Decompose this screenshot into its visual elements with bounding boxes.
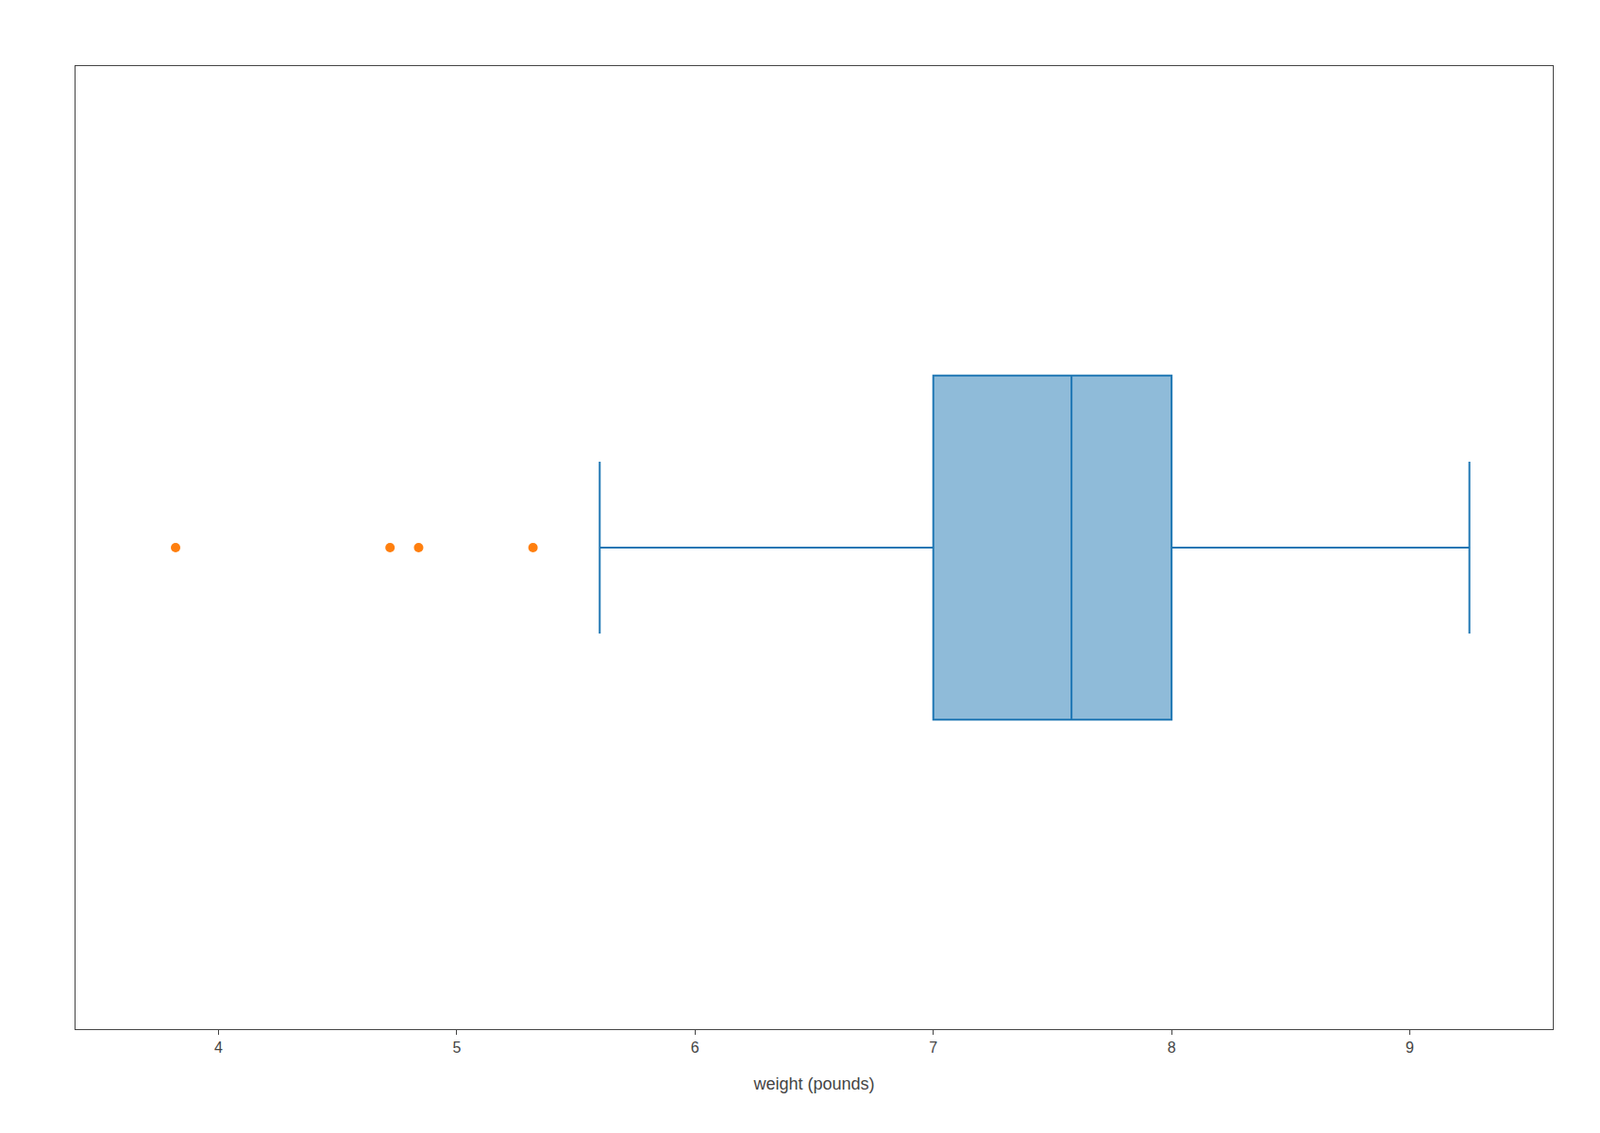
svg-text:4: 4 [214,1039,223,1056]
svg-text:9: 9 [1405,1039,1415,1056]
svg-text:weight (pounds): weight (pounds) [752,1074,875,1094]
svg-text:6: 6 [690,1039,700,1056]
svg-text:5: 5 [452,1039,461,1056]
svg-text:8: 8 [1167,1039,1177,1056]
svg-text:7: 7 [928,1039,938,1056]
